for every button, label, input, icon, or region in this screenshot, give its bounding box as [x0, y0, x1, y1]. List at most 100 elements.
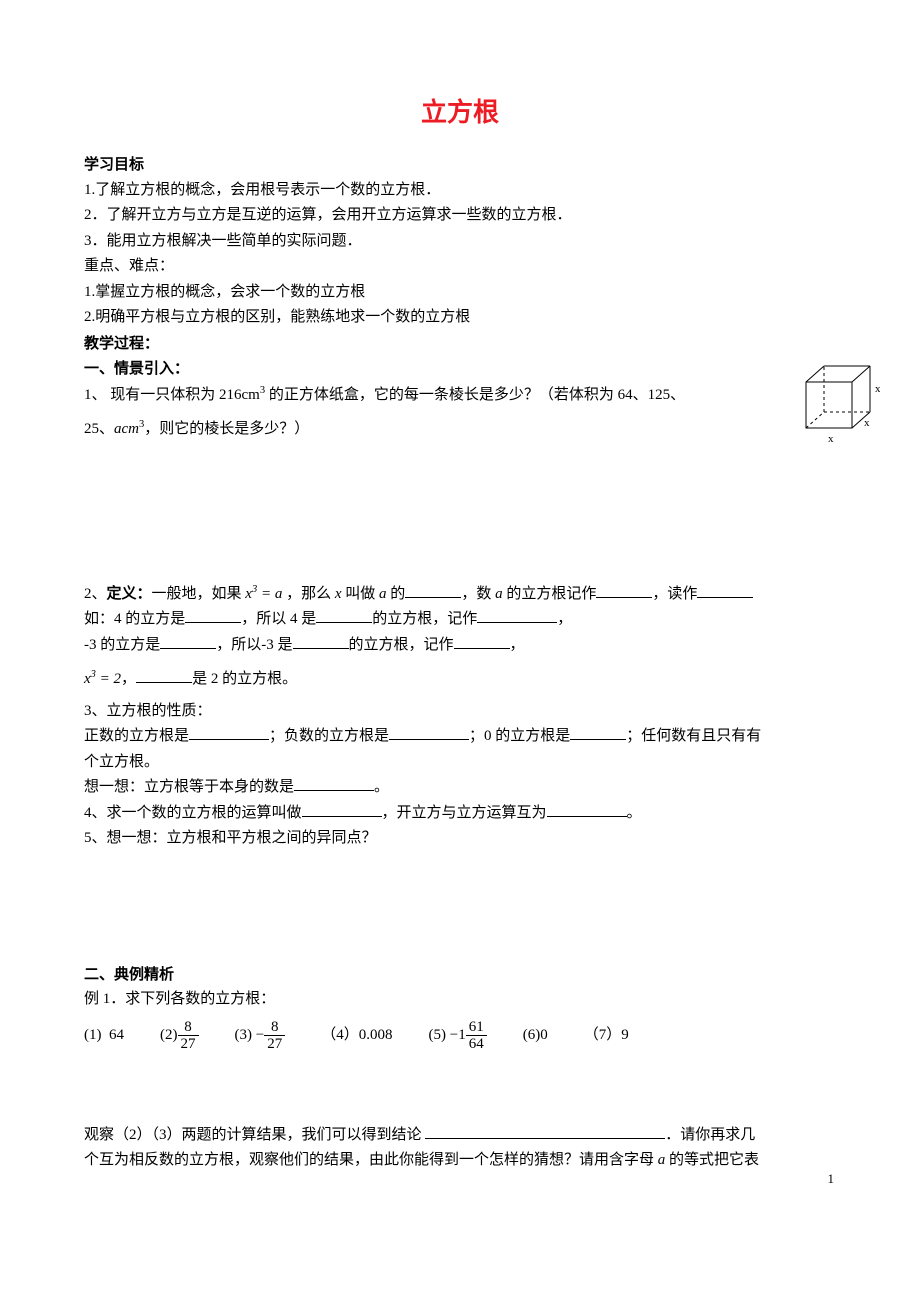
exx-c: 是 2 的立方根。: [192, 671, 297, 687]
intro-q1-a: 1、 现有一只体积为 216cm: [84, 387, 260, 403]
conclusion-row1: 观察（2）（3）两题的计算结果，我们可以得到结论 ．请你再求几: [84, 1123, 836, 1149]
def-prefix: 2、: [84, 586, 107, 602]
intro-q1-row2: 25、acm3，则它的棱长是多少？）: [84, 416, 836, 443]
ex1-item-7: （7）9: [584, 1023, 629, 1049]
num: 8: [178, 1019, 199, 1037]
val: 0.008: [359, 1023, 393, 1049]
blank: [405, 582, 461, 598]
properties-line: 正数的立方根是 ；负数的立方根是 ；0 的立方根是 ；任何数有且只有有: [84, 724, 836, 750]
lbl: （4）: [321, 1023, 359, 1049]
spacer-3: [84, 1063, 836, 1123]
blank: [189, 724, 269, 740]
conc-row2: 个互为相反数的立方根，观察他们的结果，由此你能得到一个怎样的猜想？请用含字母: [84, 1152, 658, 1168]
page-number: 1: [828, 1168, 835, 1190]
section-intro: 一、情景引入：: [84, 356, 836, 382]
open-b: ，开立方与立方运算互为: [382, 805, 547, 821]
objective-2: 2．了解开立方与立方是互逆的运算，会用开立方运算求一些数的立方根．: [84, 203, 836, 229]
objective-3: 3．能用立方根解决一些简单的实际问题．: [84, 229, 836, 255]
lbl: (1): [84, 1023, 102, 1049]
def-body-f: 的立方根记作: [503, 586, 597, 602]
conc-b: ．请你再求几: [665, 1127, 755, 1143]
ex1-item-2: (2) 827: [160, 1019, 199, 1053]
think1-b: 。: [374, 779, 389, 795]
conc-row2-end: 的等式把它表: [665, 1152, 759, 1168]
val: 9: [621, 1023, 629, 1049]
section-examples: 二、典例精析: [84, 962, 836, 988]
example-4: 如：4 的立方是，所以 4 是的立方根，记作，: [84, 607, 836, 633]
example-x: x3 = 2， 是 2 的立方根。: [84, 666, 836, 693]
def-body-c: 叫做: [342, 586, 380, 602]
lbl: （7）: [584, 1023, 622, 1049]
conc-a: 观察（2）（3）两题的计算结果，我们可以得到结论: [84, 1127, 425, 1143]
prop-d: ；任何数有且只有有: [626, 728, 761, 744]
keypoint-2: 2.明确平方根与立方根的区别，能熟练地求一个数的立方根: [84, 305, 836, 331]
prop-c: ；0 的立方根是: [469, 728, 570, 744]
intro-q1-row1: 1、 现有一只体积为 216cm3 的正方体纸盒，它的每一条棱长是多少？（若体积…: [84, 382, 836, 409]
page: 立方根 学习目标 1.了解立方根的概念，会用根号表示一个数的立方根． 2．了解开…: [0, 0, 920, 1204]
def-x: x: [335, 586, 342, 602]
cube-x-side: x: [864, 417, 870, 429]
intro-q1-row2-a: 25、: [84, 421, 114, 437]
blank: [136, 667, 192, 683]
def-a: a: [379, 586, 387, 602]
blank: [316, 607, 372, 623]
prop-b: ；负数的立方根是: [269, 728, 389, 744]
cube-x-bottom: x: [828, 433, 834, 445]
def-a2: a: [495, 586, 503, 602]
objective-1: 1.了解立方根的概念，会用根号表示一个数的立方根．: [84, 178, 836, 204]
exn3-a: -3 的立方是: [84, 637, 160, 653]
blank: [570, 724, 626, 740]
definition-line: 2、定义：一般地，如果 x3 = a ，那么 x 叫做 a 的，数 a 的立方根…: [84, 581, 836, 608]
exx-b: ，: [121, 671, 136, 687]
sign: −1: [450, 1023, 466, 1049]
properties-title: 3、立方根的性质：: [84, 699, 836, 725]
den: 64: [466, 1036, 487, 1053]
ex1-item-6: (6)0: [523, 1023, 548, 1049]
num: 61: [466, 1019, 487, 1037]
blank: [294, 775, 374, 791]
think-2: 5、想一想：立方根和平方根之间的异同点？: [84, 826, 836, 852]
conclusion-row2: 个互为相反数的立方根，观察他们的结果，由此你能得到一个怎样的猜想？请用含字母 a…: [84, 1148, 836, 1174]
open-cube: 4、求一个数的立方根的运算叫做，开立方与立方运算互为。: [84, 801, 836, 827]
spacer-1: [84, 443, 836, 573]
den: 27: [264, 1036, 285, 1053]
def-body-e: ，数: [461, 586, 495, 602]
blank: [454, 633, 510, 649]
lbl: (5): [428, 1023, 446, 1049]
blank: [477, 607, 557, 623]
val: 64: [109, 1023, 124, 1049]
section-objectives: 学习目标: [84, 152, 836, 178]
think1-a: 想一想：立方根等于本身的数是: [84, 779, 294, 795]
ex4-d: ，: [557, 611, 572, 627]
exx-expr: x3 = 2: [84, 671, 121, 687]
section-process: 教学过程：: [84, 331, 836, 357]
page-title: 立方根: [84, 90, 836, 134]
blank: [160, 633, 216, 649]
blank: [302, 801, 382, 817]
spacer-2: [84, 852, 836, 962]
lbl: (3): [235, 1023, 253, 1049]
ex1-item-5: (5) −1 6164: [428, 1019, 486, 1053]
keypoints-label: 重点、难点：: [84, 254, 836, 280]
blank: [547, 801, 627, 817]
example1-title: 例 1．求下列各数的立方根：: [84, 987, 836, 1013]
cube-diagram: x x x: [788, 360, 880, 462]
ex1-item-3: (3) − 827: [235, 1019, 286, 1053]
exn3-d: ，: [510, 637, 525, 653]
num: 8: [264, 1019, 285, 1037]
intro-q1-b: 的正方体纸盒，它的每一条棱长是多少？（若体积为 64、125、: [265, 387, 685, 403]
cube-x-right: x: [875, 383, 880, 395]
ex4-b: ，所以 4 是: [241, 611, 316, 627]
exn3-b: ，所以-3 是: [216, 637, 292, 653]
prop-a: 正数的立方根是: [84, 728, 189, 744]
intro-q1-row2-b: ，则它的棱长是多少？）: [144, 421, 309, 437]
lbl: (6): [523, 1023, 541, 1049]
ex1-item-4: （4）0.008: [321, 1023, 392, 1049]
den: 27: [178, 1036, 199, 1053]
lbl: (2): [160, 1023, 178, 1049]
def-body-g: ，读作: [652, 586, 697, 602]
blank: [697, 582, 753, 598]
ex1-item-1: (1) 64: [84, 1023, 124, 1049]
exn3-c: 的立方根，记作: [349, 637, 454, 653]
def-body-d: 的: [387, 586, 406, 602]
